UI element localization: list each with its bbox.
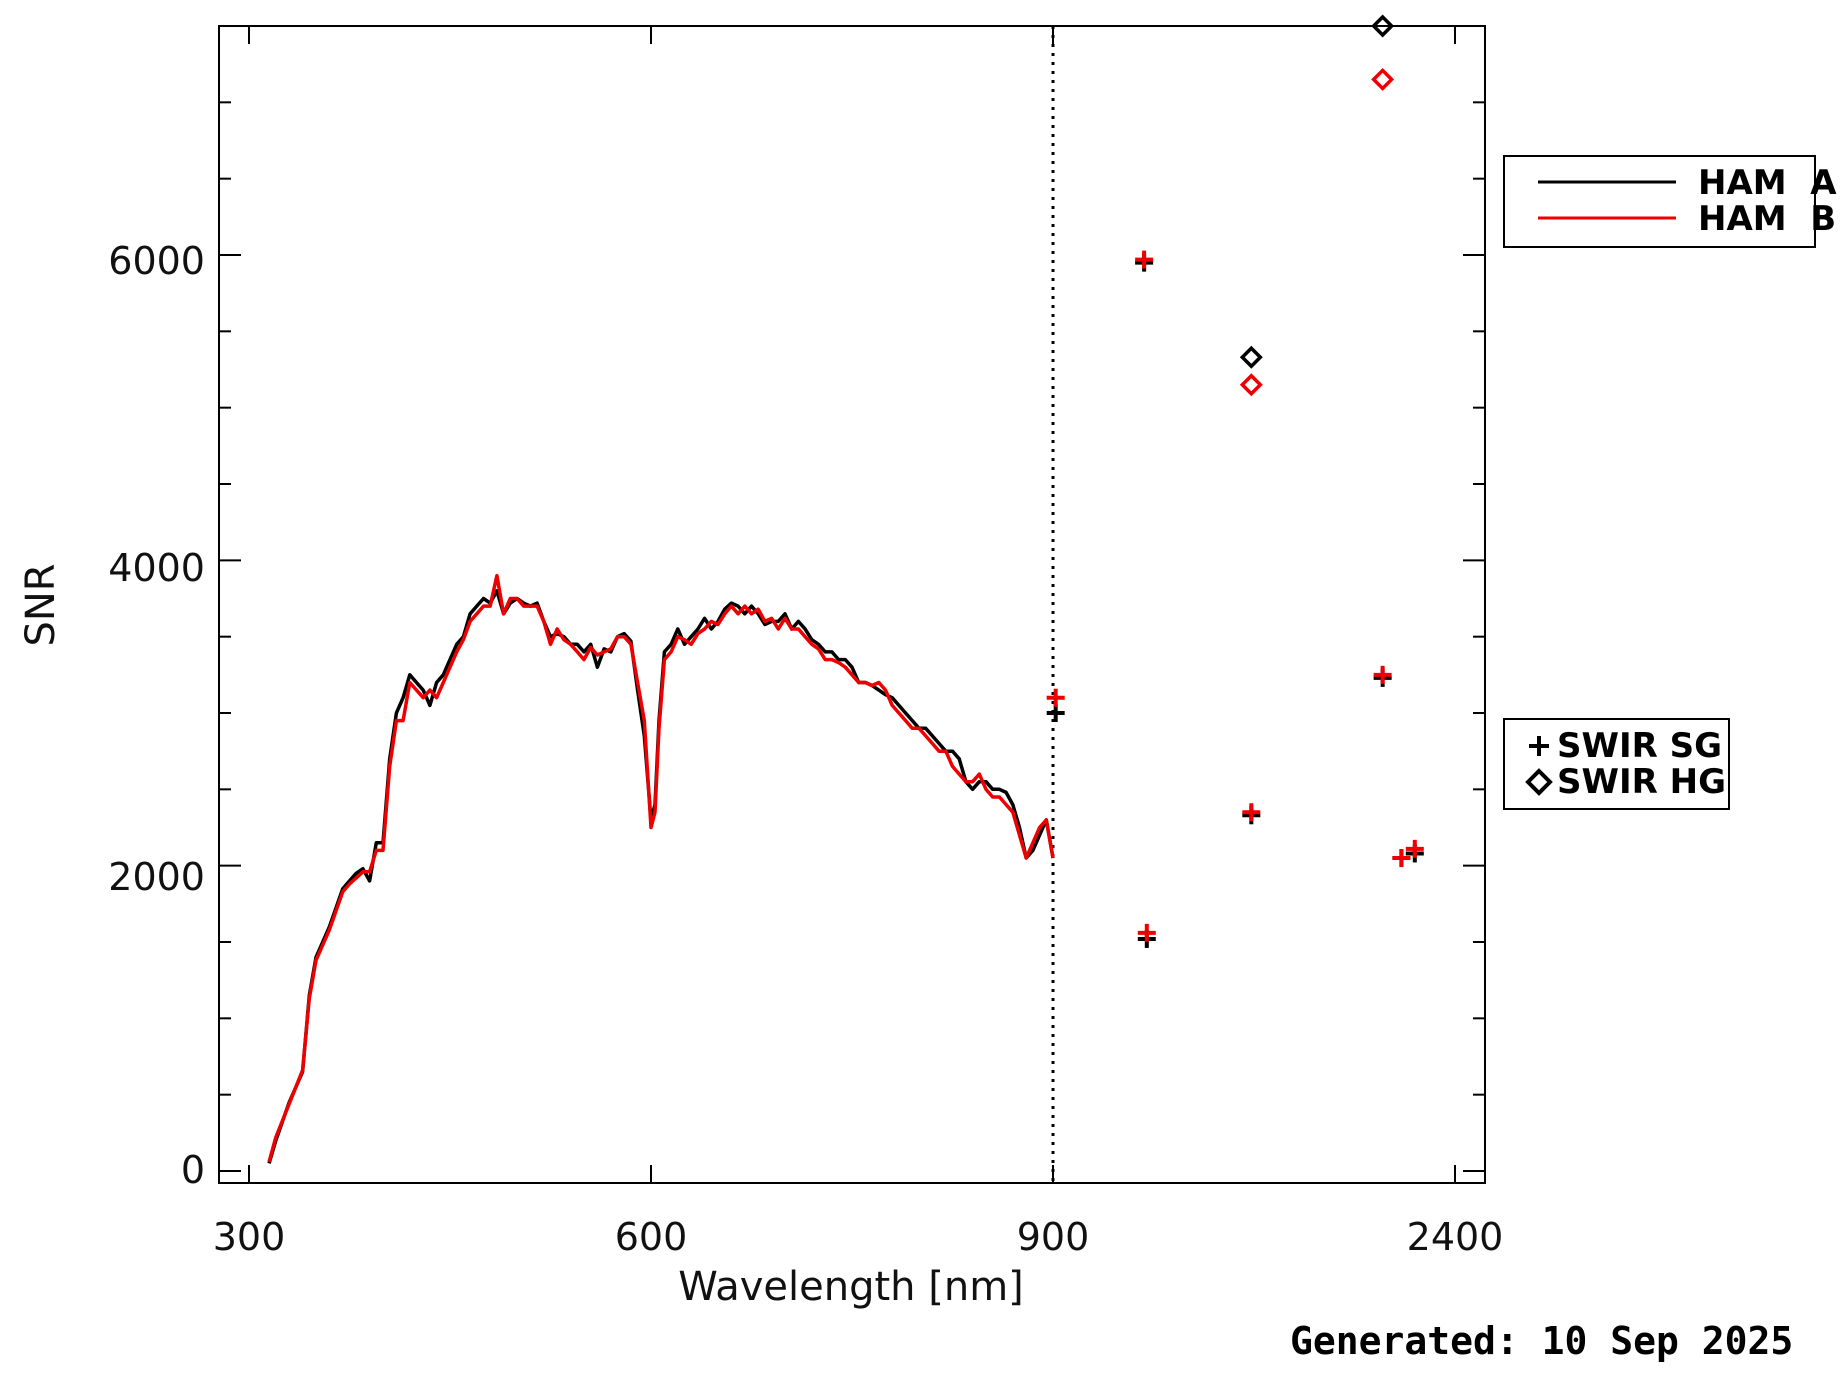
series-points: [1046, 14, 1424, 948]
swir-sg-point: [1137, 923, 1156, 942]
series-lines: [267, 573, 1055, 1164]
swir-hg-point: [1239, 345, 1263, 369]
swir-hg-point: [1371, 14, 1395, 38]
diamond-icon: [1525, 768, 1553, 796]
series-line-ham-a: [267, 589, 1055, 1164]
x-tick-label: 300: [213, 1215, 286, 1259]
swir-sg-point: [1392, 849, 1411, 868]
marker-legend: SWIR SG SWIR HG: [1503, 718, 1730, 810]
plus-icon: [1529, 736, 1549, 756]
generated-date: Generated: 10 Sep 2025: [1290, 1319, 1793, 1363]
swir-sg-point: [1405, 839, 1424, 858]
swir-hg-point: [1371, 67, 1395, 91]
swir-hg-point: [1239, 373, 1263, 397]
x-axis-title: Wavelength [nm]: [678, 1264, 1024, 1310]
y-tick-label: 0: [181, 1148, 205, 1192]
y-tick-label: 2000: [108, 855, 205, 899]
x-tick-label: 2400: [1407, 1215, 1504, 1259]
x-tick-label: 900: [1017, 1215, 1090, 1259]
x-tick-label: 600: [615, 1215, 688, 1259]
legend-label-ham-b: HAM B: [1698, 199, 1836, 239]
swir-sg-point: [1046, 688, 1065, 707]
swir-sg-point: [1135, 250, 1154, 269]
series-line-ham-b: [267, 573, 1055, 1163]
line-legend: HAM A HAM B: [1503, 155, 1837, 248]
swir-sg-point: [1373, 665, 1392, 684]
swir-sg-point: [1046, 704, 1065, 722]
swir-sg-point: [1242, 803, 1261, 822]
legend-label-ham-a: HAM A: [1698, 163, 1837, 203]
y-tick-label: 6000: [108, 239, 205, 283]
legend-label-swir-hg: SWIR HG: [1557, 762, 1726, 802]
plot-frame: [218, 25, 1486, 1184]
y-axis-title: SNR: [18, 563, 64, 646]
y-tick-label: 4000: [108, 546, 205, 590]
axis-ticks: [219, 25, 1485, 1183]
legend-label-swir-sg: SWIR SG: [1557, 726, 1722, 766]
